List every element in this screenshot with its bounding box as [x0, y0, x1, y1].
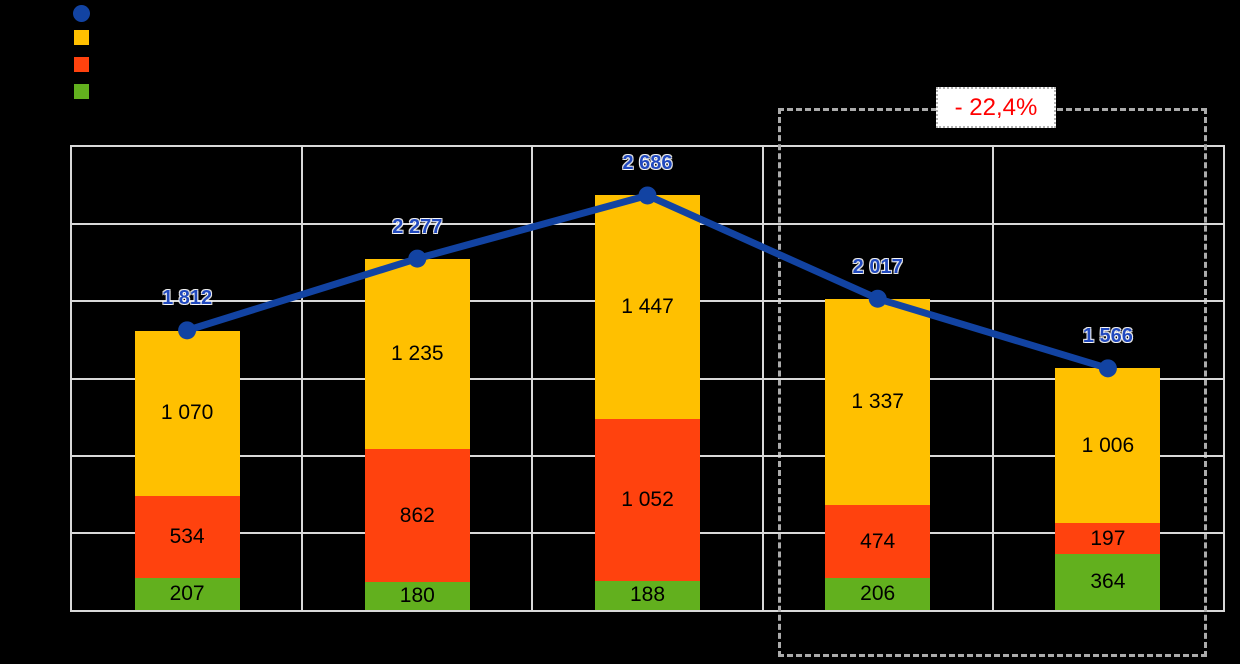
gridline-vertical — [991, 147, 994, 610]
percent-change-text: - 22,4% — [954, 93, 1038, 121]
total-line-marker-cat5 — [1098, 359, 1117, 378]
total-value-label-cat4: 2 017 — [852, 255, 903, 278]
bar-segment-red-cat4 — [825, 505, 931, 579]
bar-value-label-green-cat3: 188 — [629, 583, 666, 607]
total-line-marker-cat1 — [178, 321, 197, 340]
bar-value-label-red-cat3: 1 052 — [621, 487, 674, 511]
gridline-vertical — [531, 147, 534, 610]
total-line-marker-cat3 — [638, 186, 657, 205]
total-value-label-cat5: 1 566 — [1082, 325, 1133, 348]
bar-segment-green-cat1 — [134, 578, 240, 610]
bar-segment-yellow-cat1 — [134, 330, 240, 496]
total-value-label-cat3: 2 686 — [622, 152, 673, 175]
bar-segment-red-cat5 — [1055, 523, 1161, 554]
legend-marker-total-line-icon — [73, 5, 90, 22]
bar-segment-red-cat1 — [134, 495, 240, 579]
total-line — [178, 186, 1117, 378]
bar-segment-yellow-cat3 — [595, 195, 700, 419]
total-line-marker-cat2 — [408, 249, 427, 268]
total-value-label-cat2: 2 277 — [392, 215, 443, 238]
bar-value-label-red-cat5: 197 — [1090, 526, 1126, 550]
legend-marker-yellow-series-icon — [74, 30, 89, 45]
bar-segment-red-cat3 — [595, 418, 700, 581]
bar-segment-green-cat2 — [364, 582, 470, 610]
plot-area: 207 534 1 070 180 862 1 235 188 1 052 1 447 206 47… — [72, 147, 1223, 610]
bar-segment-green-cat4 — [825, 578, 931, 610]
bar-segment-green-cat3 — [595, 581, 700, 610]
bar-value-label-yellow-cat2: 1 235 — [391, 341, 444, 365]
bar-value-label-red-cat2: 862 — [399, 503, 435, 527]
bar-value-label-yellow-cat3: 1 447 — [621, 294, 674, 318]
total-line-marker-cat4 — [868, 289, 887, 308]
gridline-vertical — [761, 147, 764, 610]
bar-value-label-green-cat4: 206 — [860, 582, 896, 606]
percent-change-annotation: - 22,4% — [936, 87, 1056, 128]
bar-value-label-red-cat4: 474 — [860, 529, 896, 553]
bar-value-label-yellow-cat5: 1 006 — [1081, 433, 1135, 457]
bar-value-label-red-cat1: 534 — [169, 524, 205, 548]
bar-value-label-green-cat5: 364 — [1090, 569, 1126, 593]
bar-segment-yellow-cat4 — [825, 298, 931, 506]
bar-value-label-yellow-cat1: 1 070 — [160, 401, 214, 425]
total-line-path — [186, 191, 1109, 372]
total-value-label-cat1: 1 812 — [162, 287, 213, 310]
bar-segment-yellow-cat5 — [1055, 368, 1161, 524]
legend-marker-green-series-icon — [74, 84, 89, 99]
bar-segment-yellow-cat2 — [364, 258, 470, 450]
bar-value-label-green-cat2: 180 — [399, 584, 435, 608]
bar-segment-green-cat5 — [1055, 553, 1161, 610]
bar-value-label-yellow-cat4: 1 337 — [851, 389, 904, 413]
bar-value-label-green-cat1: 207 — [169, 582, 205, 606]
plot-area-border — [70, 145, 1225, 612]
bar-segment-red-cat2 — [364, 449, 470, 583]
gridline-vertical — [301, 147, 304, 610]
legend-marker-red-series-icon — [74, 57, 89, 72]
